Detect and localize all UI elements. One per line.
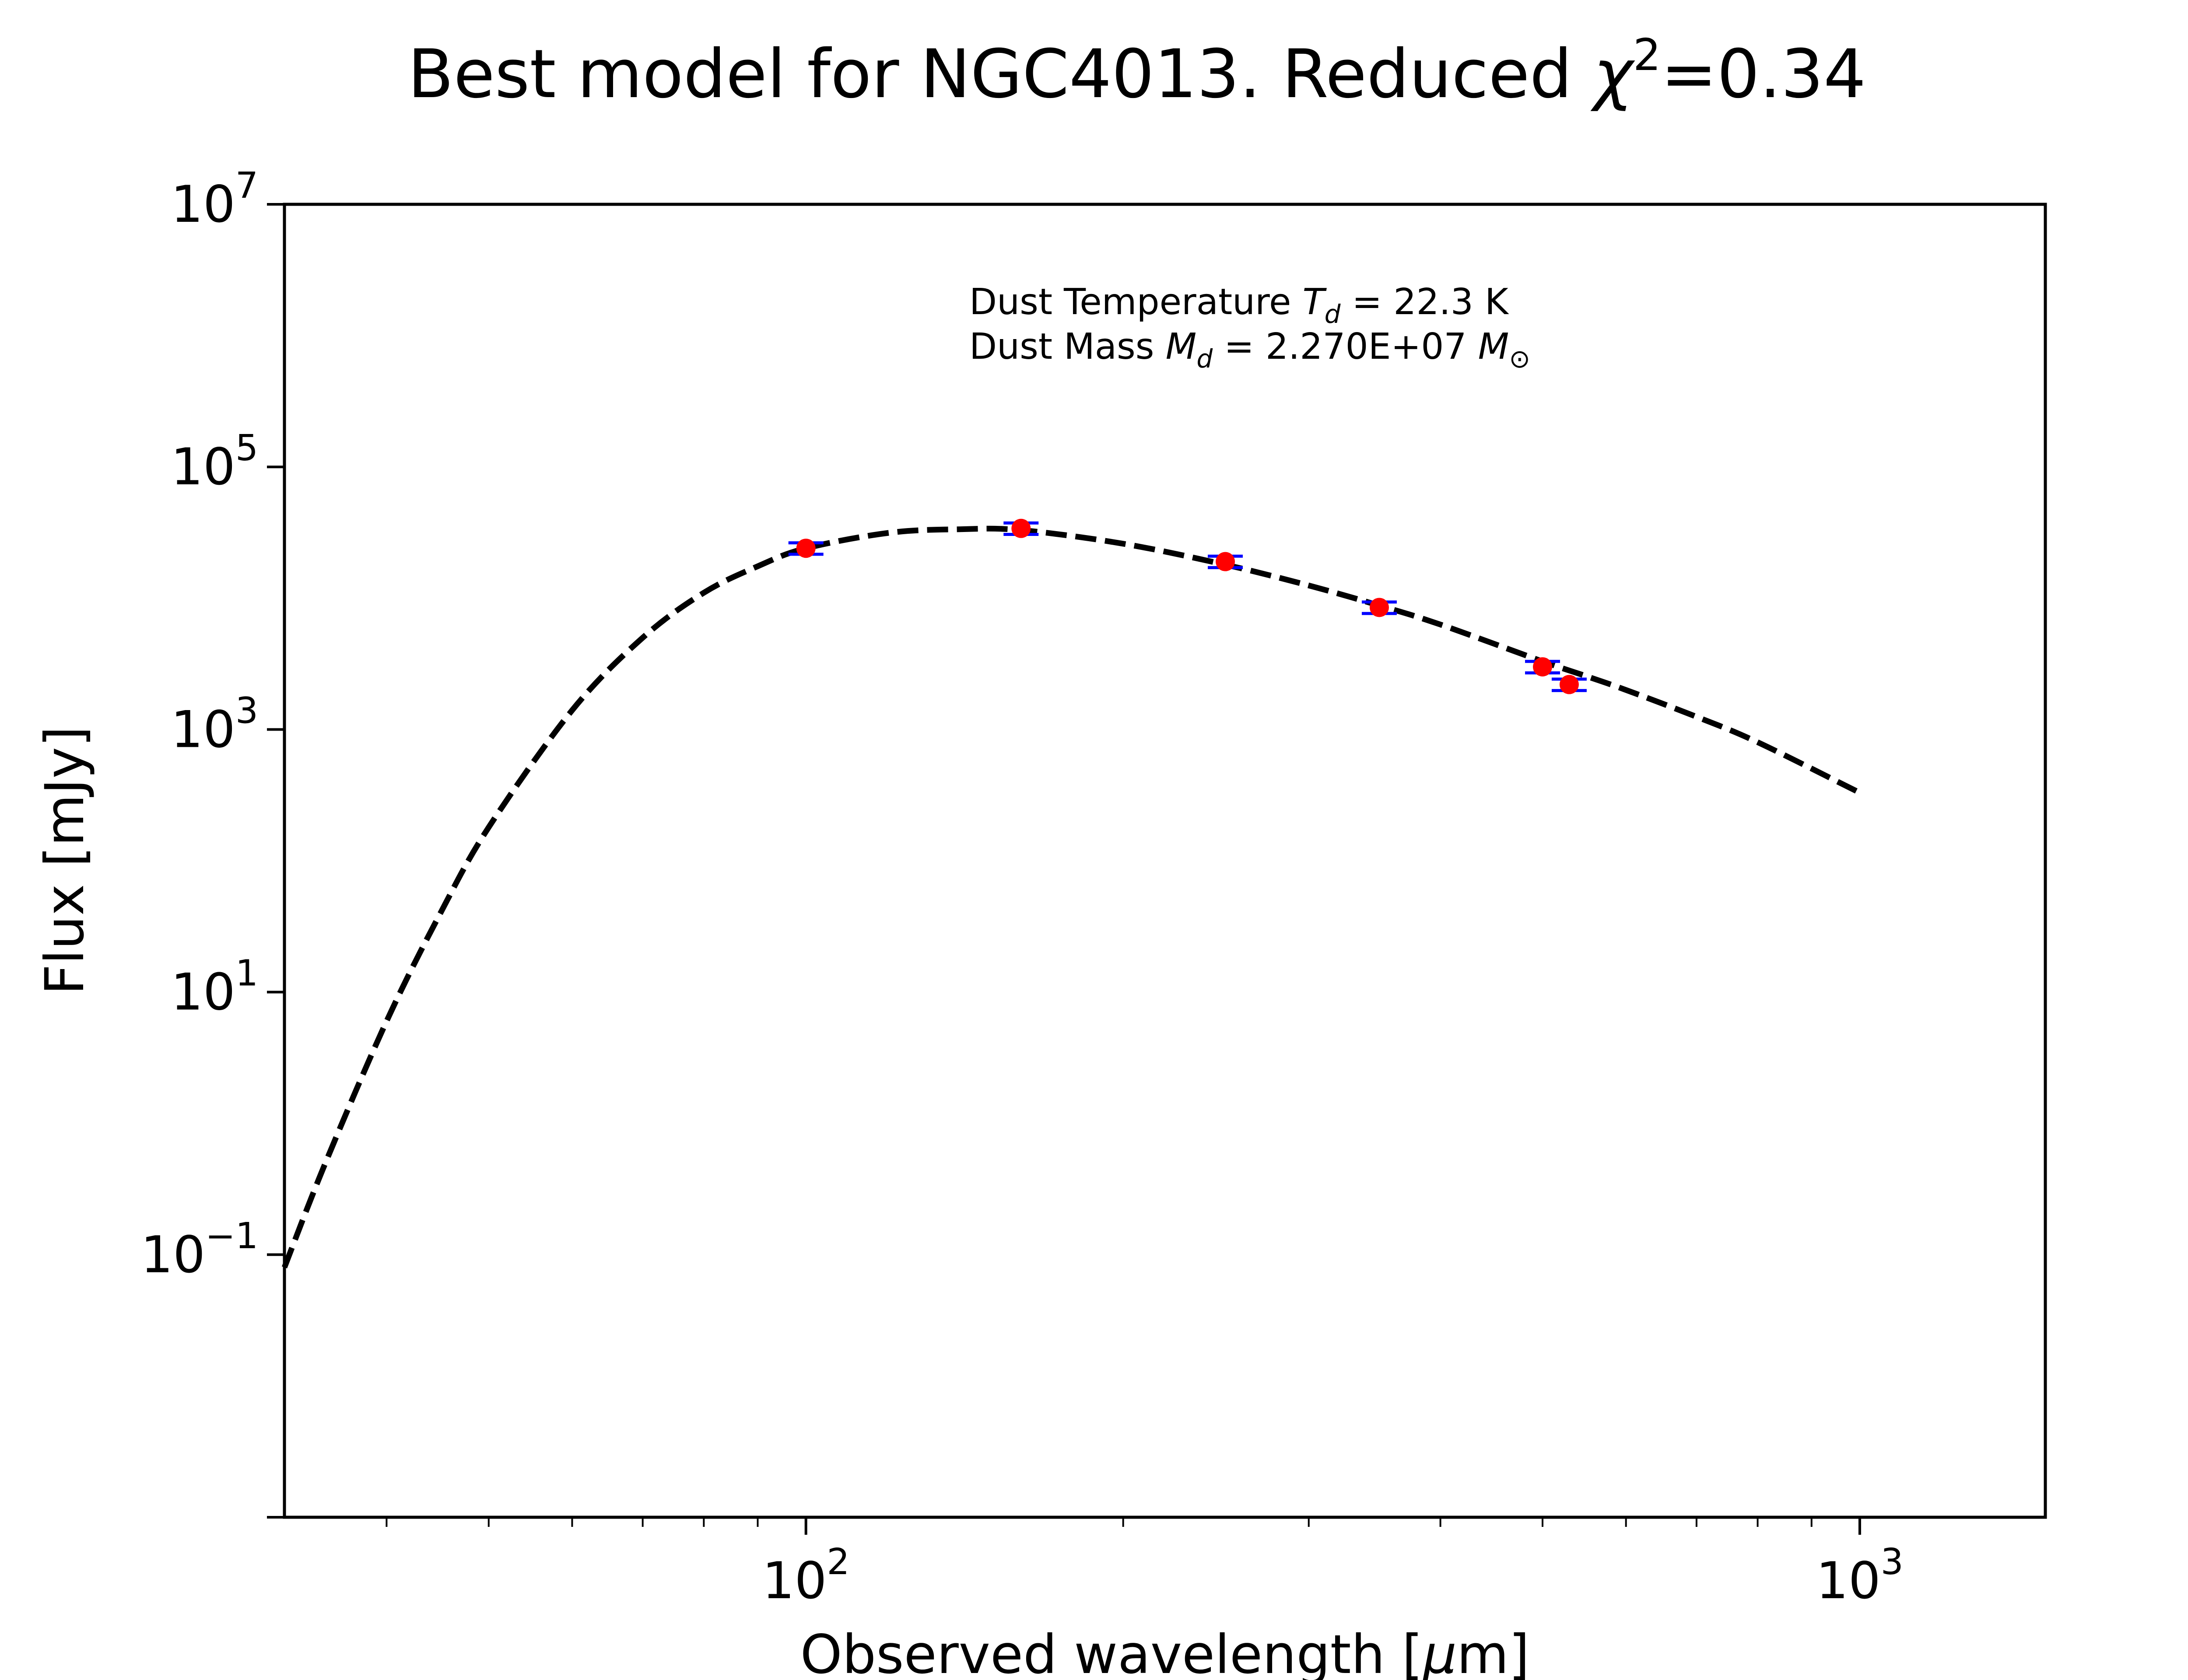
data-point-4 — [1532, 657, 1552, 677]
x-axis-label: Observed wavelength [μm] — [800, 1624, 1530, 1680]
data-point-2 — [1216, 552, 1235, 571]
annotation-mass-sub: d — [1196, 344, 1213, 374]
data-point-3 — [1369, 598, 1389, 617]
data-point-1 — [1011, 518, 1031, 538]
model-curve — [281, 525, 1861, 1269]
annotation-mass-unit: M — [1478, 326, 1509, 368]
annotation-mass-value: = 2.270E+07 — [1213, 326, 1478, 368]
x-tick-label-0: 102 — [762, 1541, 850, 1610]
chart-title: Best model for NGC4013. Reduced χ2=0.34 — [408, 29, 1866, 113]
series-layer — [281, 518, 1861, 1269]
chart-title-chi-value: =0.34 — [1661, 35, 1866, 113]
annotation-dust-temperature: Dust Temperature Td = 22.3 K — [969, 281, 1509, 329]
annotation-temp-sub: d — [1325, 299, 1341, 329]
y-tick-label-3: 105 — [171, 427, 258, 497]
data-point-0 — [796, 539, 816, 558]
y-tick-label-4: 107 — [171, 165, 258, 234]
annotation-mass-symbol: M — [1166, 326, 1197, 368]
plot-frame — [283, 203, 2047, 1519]
chart-title-main: Best model for NGC4013. Reduced — [408, 35, 1594, 113]
y-tick-label-1: 101 — [171, 953, 258, 1022]
annotation-temp-value: = 22.3 K — [1340, 281, 1509, 323]
annotation-temp-symbol: T — [1303, 281, 1327, 323]
x-axis-label-prefix: Observed wavelength [ — [800, 1624, 1423, 1680]
annotation-mass-unit-sub: ⊙ — [1509, 344, 1530, 374]
x-axis-label-mu: μ — [1422, 1624, 1457, 1680]
chart-title-chi-sup: 2 — [1633, 29, 1661, 80]
annotation-mass-prefix: Dust Mass — [969, 326, 1166, 368]
x-tick-label-1: 103 — [1816, 1541, 1904, 1610]
chart-title-chi: χ — [1590, 35, 1635, 113]
y-tick-label-2: 103 — [171, 690, 258, 759]
x-axis-label-suffix: m] — [1457, 1624, 1529, 1680]
annotation-dust-mass: Dust Mass Md = 2.270E+07 M⊙ — [969, 326, 1530, 374]
y-axis-label: Flux [mJy] — [34, 726, 96, 995]
y-tick-label-0: 10−1 — [141, 1215, 259, 1284]
data-point-5 — [1559, 675, 1579, 694]
annotation-temp-prefix: Dust Temperature — [969, 281, 1303, 323]
axis-ticks: 102 103 10−1 101 103 105 107 — [141, 165, 1904, 1610]
